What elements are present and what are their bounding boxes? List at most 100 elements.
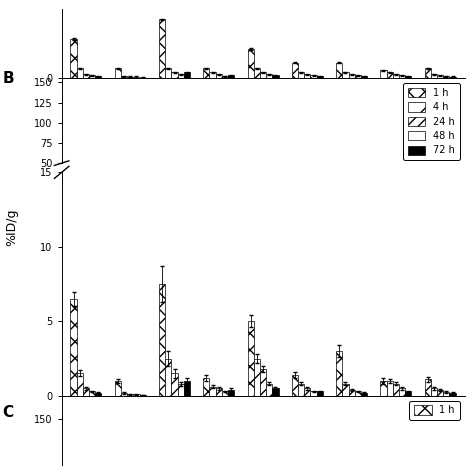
Bar [266, 384, 273, 396]
Bar [348, 390, 355, 396]
Bar [399, 75, 405, 78]
Bar [292, 202, 298, 203]
Bar [425, 379, 431, 396]
Bar [449, 77, 456, 78]
Bar [273, 388, 279, 396]
Bar [203, 202, 210, 203]
Bar [425, 68, 431, 78]
Bar [216, 388, 222, 396]
Bar [210, 73, 216, 78]
Bar [71, 198, 77, 203]
Bar [184, 73, 190, 78]
Bar [71, 39, 77, 78]
Bar [247, 200, 254, 203]
Bar [165, 68, 172, 78]
Bar [115, 381, 121, 396]
Bar [431, 388, 437, 396]
Bar [355, 391, 361, 396]
Bar [127, 394, 133, 396]
Bar [77, 68, 83, 78]
Bar [361, 76, 367, 78]
Bar [165, 201, 172, 203]
Bar [228, 75, 234, 78]
Bar [260, 369, 266, 396]
Bar [387, 381, 393, 396]
Legend: 1 h: 1 h [409, 401, 460, 420]
Bar [254, 68, 260, 78]
Text: C: C [2, 405, 13, 420]
Bar [431, 74, 437, 78]
Bar [210, 387, 216, 396]
Bar [393, 384, 399, 396]
Bar [172, 202, 178, 203]
Bar [203, 378, 210, 396]
Bar [222, 76, 228, 78]
Bar [437, 390, 443, 396]
Bar [172, 374, 178, 396]
Bar [159, 19, 165, 78]
Bar [399, 388, 405, 396]
Bar [178, 74, 184, 78]
Bar [95, 76, 101, 78]
Bar [443, 76, 449, 78]
Bar [89, 75, 95, 78]
Bar [266, 74, 273, 78]
Bar [298, 73, 304, 78]
Text: B: B [2, 71, 14, 86]
Bar [115, 68, 121, 78]
Bar [381, 381, 387, 396]
Bar [159, 198, 165, 203]
Bar [273, 75, 279, 78]
Bar [139, 395, 146, 396]
Bar [203, 68, 210, 78]
Bar [336, 201, 342, 203]
Bar [228, 390, 234, 396]
Bar [342, 73, 348, 78]
Bar [254, 201, 260, 203]
Text: %ID/g: %ID/g [5, 209, 18, 246]
Bar [133, 77, 139, 78]
Bar [317, 391, 323, 396]
Bar [361, 393, 367, 396]
Bar [348, 74, 355, 78]
Bar [292, 63, 298, 78]
Bar [165, 358, 172, 396]
Bar [443, 392, 449, 396]
Bar [83, 74, 89, 78]
Bar [83, 388, 89, 396]
Bar [184, 381, 190, 396]
Bar [260, 73, 266, 78]
Bar [437, 75, 443, 78]
Bar [159, 284, 165, 396]
Bar [393, 74, 399, 78]
Bar [77, 374, 83, 396]
Bar [247, 49, 254, 78]
Bar [405, 391, 411, 396]
Bar [71, 299, 77, 396]
Bar [355, 75, 361, 78]
Bar [336, 351, 342, 396]
Bar [310, 391, 317, 396]
Bar [133, 394, 139, 396]
Bar [317, 76, 323, 78]
Bar [304, 74, 310, 78]
Bar [127, 77, 133, 78]
Bar [89, 391, 95, 396]
Bar [336, 63, 342, 78]
Legend: 1 h, 4 h, 24 h, 48 h, 72 h: 1 h, 4 h, 24 h, 48 h, 72 h [403, 83, 460, 160]
Bar [260, 202, 266, 203]
Bar [254, 358, 260, 396]
Bar [95, 393, 101, 396]
Bar [342, 384, 348, 396]
Bar [121, 393, 127, 396]
Bar [222, 391, 228, 396]
Bar [292, 375, 298, 396]
Bar [304, 388, 310, 396]
Bar [449, 393, 456, 396]
Bar [178, 384, 184, 396]
Bar [121, 76, 127, 78]
Bar [310, 75, 317, 78]
Bar [298, 384, 304, 396]
Bar [405, 76, 411, 78]
Bar [216, 74, 222, 78]
